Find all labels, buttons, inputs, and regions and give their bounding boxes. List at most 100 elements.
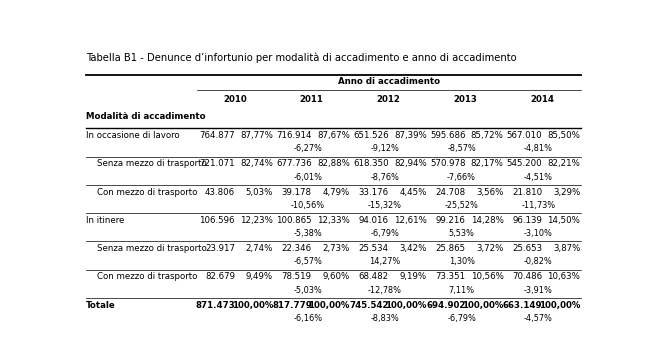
Text: -6,79%: -6,79%: [447, 314, 476, 323]
Text: 12,33%: 12,33%: [317, 216, 350, 225]
Text: 24.708: 24.708: [435, 188, 465, 197]
Text: -12,78%: -12,78%: [368, 286, 402, 295]
Text: 99.216: 99.216: [435, 216, 465, 225]
Text: 78.519: 78.519: [282, 273, 312, 282]
Text: 33.176: 33.176: [358, 188, 389, 197]
Text: 4,79%: 4,79%: [323, 188, 350, 197]
Text: -10,56%: -10,56%: [291, 201, 325, 210]
Text: 14,50%: 14,50%: [548, 216, 581, 225]
Text: 100,00%: 100,00%: [539, 301, 581, 310]
Text: 745.542: 745.542: [349, 301, 389, 310]
Text: 68.482: 68.482: [358, 273, 389, 282]
Text: 677.736: 677.736: [276, 159, 312, 168]
Text: -8,57%: -8,57%: [447, 144, 476, 153]
Text: -11,73%: -11,73%: [522, 201, 555, 210]
Text: 85,72%: 85,72%: [470, 131, 503, 140]
Text: Anno di accadimento: Anno di accadimento: [338, 77, 439, 86]
Text: -5,03%: -5,03%: [294, 286, 322, 295]
Text: 106.596: 106.596: [200, 216, 235, 225]
Text: -15,32%: -15,32%: [368, 201, 402, 210]
Text: 25.534: 25.534: [358, 244, 389, 253]
Text: 871.473: 871.473: [195, 301, 235, 310]
Text: -6,57%: -6,57%: [294, 257, 322, 266]
Text: 663.149: 663.149: [503, 301, 542, 310]
Text: Modalità di accadimento: Modalità di accadimento: [86, 112, 205, 121]
Text: 21.810: 21.810: [512, 188, 542, 197]
Text: Senza mezzo di trasporto: Senza mezzo di trasporto: [97, 244, 207, 253]
Text: 595.686: 595.686: [430, 131, 465, 140]
Text: 9,19%: 9,19%: [400, 273, 426, 282]
Text: 82,17%: 82,17%: [470, 159, 503, 168]
Text: 10,56%: 10,56%: [470, 273, 503, 282]
Text: 43.806: 43.806: [205, 188, 235, 197]
Text: 100,00%: 100,00%: [386, 301, 426, 310]
Text: 2010: 2010: [223, 95, 247, 104]
Text: 3,72%: 3,72%: [476, 244, 503, 253]
Text: 82,21%: 82,21%: [548, 159, 581, 168]
Text: 651.526: 651.526: [353, 131, 389, 140]
Text: 2,74%: 2,74%: [246, 244, 273, 253]
Text: -7,66%: -7,66%: [447, 173, 476, 182]
Text: 5,53%: 5,53%: [448, 229, 474, 238]
Text: -6,16%: -6,16%: [294, 314, 323, 323]
Text: 9,60%: 9,60%: [323, 273, 350, 282]
Text: 716.914: 716.914: [276, 131, 312, 140]
Text: 14,28%: 14,28%: [470, 216, 503, 225]
Text: -4,51%: -4,51%: [524, 173, 553, 182]
Text: 87,67%: 87,67%: [317, 131, 350, 140]
Text: In occasione di lavoro: In occasione di lavoro: [86, 131, 179, 140]
Text: -6,79%: -6,79%: [370, 229, 399, 238]
Text: 100.865: 100.865: [276, 216, 312, 225]
Text: 4,45%: 4,45%: [399, 188, 426, 197]
Text: 567.010: 567.010: [507, 131, 542, 140]
Text: 9,49%: 9,49%: [246, 273, 273, 282]
Text: 764.877: 764.877: [200, 131, 235, 140]
Text: 82.679: 82.679: [205, 273, 235, 282]
Text: Con mezzo di trasporto: Con mezzo di trasporto: [97, 188, 198, 197]
Text: -3,10%: -3,10%: [524, 229, 553, 238]
Text: -0,82%: -0,82%: [524, 257, 553, 266]
Text: 25.653: 25.653: [512, 244, 542, 253]
Text: 2013: 2013: [454, 95, 478, 104]
Text: 12,23%: 12,23%: [240, 216, 273, 225]
Text: 82,94%: 82,94%: [394, 159, 426, 168]
Text: 100,00%: 100,00%: [231, 301, 273, 310]
Text: 82,88%: 82,88%: [317, 159, 350, 168]
Text: In itinere: In itinere: [86, 216, 124, 225]
Text: 100,00%: 100,00%: [308, 301, 350, 310]
Text: 3,56%: 3,56%: [476, 188, 503, 197]
Text: -9,12%: -9,12%: [370, 144, 399, 153]
Text: 5,03%: 5,03%: [246, 188, 273, 197]
Text: 545.200: 545.200: [507, 159, 542, 168]
Text: 7,11%: 7,11%: [448, 286, 474, 295]
Text: -4,81%: -4,81%: [524, 144, 553, 153]
Text: -8,76%: -8,76%: [370, 173, 399, 182]
Text: 87,77%: 87,77%: [240, 131, 273, 140]
Text: 73.351: 73.351: [435, 273, 465, 282]
Text: 570.978: 570.978: [430, 159, 465, 168]
Text: 85,50%: 85,50%: [548, 131, 581, 140]
Text: 2012: 2012: [376, 95, 400, 104]
Text: 2011: 2011: [300, 95, 324, 104]
Text: 694.902: 694.902: [426, 301, 465, 310]
Text: Senza mezzo di trasporto: Senza mezzo di trasporto: [97, 159, 207, 168]
Text: -4,57%: -4,57%: [524, 314, 553, 323]
Text: -5,38%: -5,38%: [294, 229, 322, 238]
Text: -6,01%: -6,01%: [294, 173, 323, 182]
Text: 2,73%: 2,73%: [323, 244, 350, 253]
Text: 23.917: 23.917: [205, 244, 235, 253]
Text: 96.139: 96.139: [513, 216, 542, 225]
Text: 721.071: 721.071: [200, 159, 235, 168]
Text: 94.016: 94.016: [358, 216, 389, 225]
Text: 12,61%: 12,61%: [394, 216, 426, 225]
Text: -3,91%: -3,91%: [524, 286, 553, 295]
Text: -25,52%: -25,52%: [445, 201, 478, 210]
Text: 39.178: 39.178: [282, 188, 312, 197]
Text: 70.486: 70.486: [512, 273, 542, 282]
Text: Con mezzo di trasporto: Con mezzo di trasporto: [97, 273, 198, 282]
Text: 2014: 2014: [530, 95, 554, 104]
Text: 14,27%: 14,27%: [369, 257, 400, 266]
Text: 817.779: 817.779: [272, 301, 312, 310]
Text: 87,39%: 87,39%: [394, 131, 426, 140]
Text: -6,27%: -6,27%: [294, 144, 322, 153]
